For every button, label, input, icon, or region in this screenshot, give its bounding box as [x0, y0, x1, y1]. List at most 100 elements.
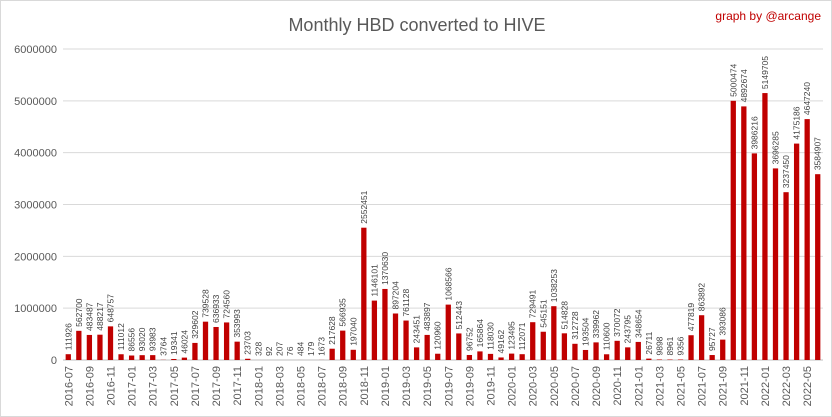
data-label: 3696285 — [771, 131, 781, 164]
x-tick-label: 2017-01 — [127, 366, 139, 406]
x-tick-label: 2018-05 — [296, 366, 308, 406]
x-tick-label: 2017-05 — [169, 366, 181, 406]
data-label: 4892674 — [739, 69, 749, 102]
bar — [245, 358, 251, 360]
bar — [435, 353, 441, 360]
data-label: 46024 — [179, 330, 189, 354]
data-label: 5000474 — [728, 63, 738, 96]
data-label: 729491 — [528, 290, 538, 319]
data-label: 1370630 — [380, 252, 390, 285]
bar — [466, 354, 473, 360]
data-label: 19341 — [169, 331, 179, 355]
x-tick-label: 2017-03 — [148, 366, 160, 406]
y-tick-label: 1000000 — [14, 303, 57, 315]
data-label: 724560 — [222, 290, 232, 319]
x-tick-label: 2019-11 — [486, 366, 498, 406]
x-tick-label: 2020-05 — [549, 366, 561, 406]
gridlines — [63, 48, 823, 361]
bar — [202, 321, 209, 360]
bar — [793, 143, 800, 360]
data-label: 1673 — [317, 337, 327, 356]
data-label: 3986216 — [749, 116, 759, 149]
x-tick-label: 2022-01 — [760, 366, 772, 406]
y-tick-label: 0 — [51, 355, 57, 367]
bar — [698, 315, 705, 360]
bar — [498, 357, 504, 360]
bar — [361, 227, 367, 360]
bar — [65, 354, 71, 360]
y-tick-label: 6000000 — [14, 44, 57, 56]
bar — [572, 343, 578, 360]
data-label: 120960 — [433, 321, 443, 350]
x-tick-label: 2016-11 — [106, 366, 118, 406]
data-label: 179 — [306, 342, 316, 356]
x-tick-label: 2021-11 — [739, 366, 751, 406]
bar — [646, 358, 652, 360]
data-label: 514828 — [559, 301, 569, 330]
x-tick-label: 2019-01 — [380, 366, 392, 406]
data-label: 217628 — [327, 316, 337, 345]
bar — [340, 330, 346, 360]
data-label: 648757 — [106, 294, 116, 323]
data-label: 393086 — [718, 307, 728, 336]
x-axis-ticks: 2016-07 2016-09 2016-11 2017-01 2017-03 2017-… — [63, 366, 814, 406]
bar — [392, 313, 399, 360]
data-label: 5149705 — [760, 56, 770, 89]
x-tick-label: 2021-07 — [697, 366, 709, 406]
x-tick-label: 2018-09 — [338, 366, 350, 406]
data-label: 488217 — [95, 302, 105, 331]
bar — [635, 341, 641, 360]
data-label: 197040 — [348, 317, 358, 346]
bar — [783, 192, 789, 360]
x-tick-label: 2022-03 — [781, 366, 793, 406]
bar — [751, 153, 758, 360]
bars — [65, 93, 821, 361]
data-label: 4175186 — [792, 106, 802, 139]
data-label: 111926 — [63, 323, 73, 350]
data-label: 566935 — [338, 298, 348, 327]
data-label: 897204 — [391, 281, 401, 310]
y-tick-label: 5000000 — [14, 96, 57, 108]
data-label: 477819 — [686, 303, 696, 332]
data-label: 9898 — [654, 336, 664, 355]
data-label: 1146101 — [369, 264, 379, 297]
bar — [614, 340, 620, 360]
bar — [223, 322, 230, 360]
bar — [688, 335, 694, 360]
chart-title: Monthly HBD converted to HIVE — [288, 15, 545, 35]
data-label: 4647240 — [802, 82, 812, 115]
bar — [709, 355, 715, 360]
x-tick-label: 2019-09 — [464, 366, 476, 406]
x-tick-label: 2018-03 — [274, 366, 286, 406]
bar — [192, 342, 198, 360]
bar — [772, 168, 779, 360]
bar — [118, 354, 124, 360]
data-label: 512443 — [454, 301, 464, 330]
bar — [97, 334, 103, 360]
x-tick-label: 2017-09 — [211, 366, 223, 406]
bar — [171, 358, 177, 360]
x-tick-label: 2017-11 — [232, 366, 244, 406]
data-label: 243451 — [412, 315, 422, 344]
data-label: 118030 — [486, 322, 496, 350]
data-label: 328 — [253, 342, 263, 356]
data-label: 123495 — [507, 321, 517, 350]
x-tick-label: 2020-07 — [570, 366, 582, 406]
x-tick-label: 2021-01 — [633, 366, 645, 406]
bar — [456, 333, 462, 360]
x-tick-label: 2018-01 — [253, 366, 265, 406]
chart-watermark: graph by @arcange — [715, 9, 821, 23]
bar — [762, 93, 768, 361]
bar — [107, 326, 114, 360]
bar — [128, 355, 135, 360]
bar — [234, 341, 240, 360]
bar — [329, 348, 335, 360]
bar — [86, 334, 93, 360]
data-label: 110600 — [602, 322, 612, 350]
bar — [625, 347, 631, 360]
data-label: 483487 — [84, 302, 94, 331]
bar — [181, 357, 188, 360]
bar — [150, 355, 156, 360]
data-label: 348654 — [633, 309, 643, 338]
